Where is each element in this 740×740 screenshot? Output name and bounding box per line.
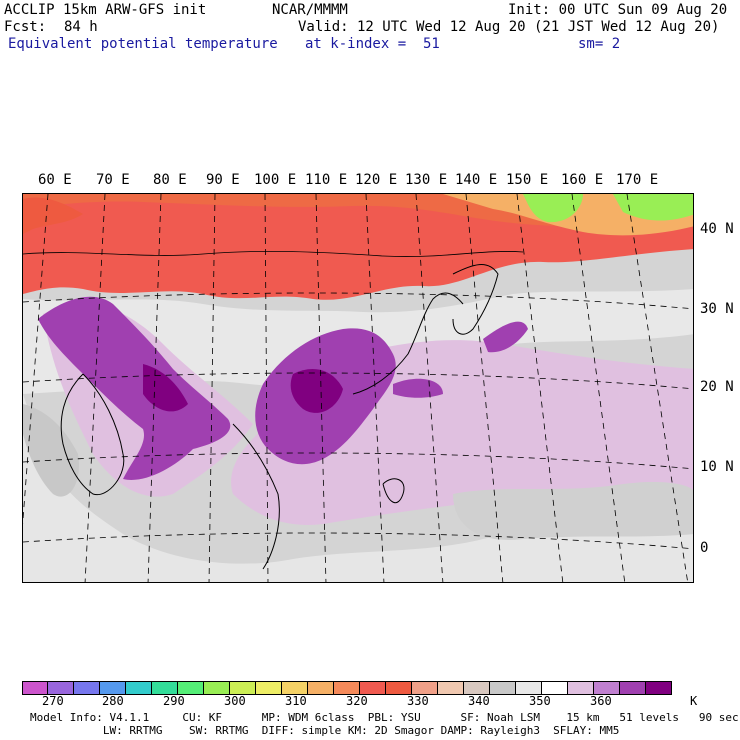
level-label: at k-index = 51 [305,36,440,52]
border-north [23,250,524,257]
coast-japan [452,264,499,335]
colorbar-swatch [412,682,438,694]
colorbar-swatch [490,682,516,694]
lat-label: 0 [700,540,709,556]
colorbar-swatch [230,682,256,694]
fcst-value: 84 h [64,19,98,35]
colorbar-tick: 280 [102,694,124,708]
lat-label: 20 N [700,379,734,395]
lon-label: 170 E [616,172,659,188]
lat-line-10 [23,532,693,550]
valid-time: Valid: 12 UTC Wed 12 Aug 20 (21 JST Wed … [298,19,720,35]
colorbar-swatch [308,682,334,694]
lon-label: 130 E [405,172,448,188]
theta-e-map [23,194,693,582]
colorbar-tick: 270 [42,694,64,708]
colorbar-swatch [126,682,152,694]
gray-patch-2 [453,482,693,540]
high-thetae-japan [483,321,528,353]
lon-label: 100 E [254,172,297,188]
colorbar-swatch [360,682,386,694]
colorbar-swatch [204,682,230,694]
field-name: Equivalent potential temperature [8,36,278,52]
colorbar-swatch [100,682,126,694]
lon-label: 60 E [38,172,72,188]
colorbar-swatch [178,682,204,694]
colorbar-swatch [594,682,620,694]
high-thetae-india [38,296,231,480]
lon-label: 150 E [506,172,549,188]
colorbar-swatch [74,682,100,694]
colorbar-swatch [282,682,308,694]
model-title: ACCLIP 15km ARW-GFS init [4,2,207,18]
colorbar-swatch [438,682,464,694]
colorbar-swatch [48,682,74,694]
footer-line-1: Model Info: V4.1.1 CU: KF MP: WDM 6class… [30,711,739,724]
colorbar-tick: 360 [590,694,612,708]
lat-label: 30 N [700,301,734,317]
fcst-label: Fcst: [4,19,47,35]
colorbar-swatch [542,682,568,694]
colorbar-tick: 330 [407,694,429,708]
colorbar-tick: 320 [346,694,368,708]
colorbar-swatch [386,682,412,694]
colorbar-tick: 290 [163,694,185,708]
colorbar-unit: K [690,694,698,708]
colorbar-swatch [22,682,48,694]
colorbar-swatch [334,682,360,694]
color-bar [22,681,672,695]
lon-label: 120 E [355,172,398,188]
colorbar-swatch [646,682,672,694]
colorbar-tick: 340 [468,694,490,708]
warm-patch-west [23,197,83,234]
graticule [23,194,693,582]
core-china [290,369,343,413]
lon-label: 160 E [561,172,604,188]
coast-india [60,373,125,496]
lat-label: 40 N [700,221,734,237]
lat-line-40 [23,292,693,310]
footer-line-2: LW: RRTMG SW: RRTMG DIFF: simple KM: 2D … [30,724,620,737]
lon-label: 140 E [455,172,498,188]
colorbar-swatch [256,682,282,694]
gray-patch-1 [23,404,79,497]
coast-china [352,292,464,395]
green-patch-1 [523,194,583,223]
lon-label: 90 E [206,172,240,188]
high-thetae-sea [393,378,443,398]
lon-label: 70 E [96,172,130,188]
colorbar-tick: 350 [529,694,551,708]
core-india [143,364,188,412]
colorbar-swatch [620,682,646,694]
lon-label: 110 E [305,172,348,188]
colorbar-swatch [464,682,490,694]
colorbar-swatch [152,682,178,694]
colorbar-tick: 310 [285,694,307,708]
lon-label: 80 E [153,172,187,188]
lat-line-30 [23,372,693,390]
init-time: Init: 00 UTC Sun 09 Aug 20 [508,2,728,18]
colorbar-swatch [516,682,542,694]
coast-philippines [382,478,405,504]
lat-label: 10 N [700,459,734,475]
colorbar-swatch [568,682,594,694]
smoothing-label: sm= 2 [578,36,621,52]
map-panel[interactable] [22,193,694,583]
green-patch-2 [613,194,693,221]
coast-indochina [232,423,280,570]
lat-line-20 [23,452,693,470]
colorbar-tick: 300 [224,694,246,708]
center-label: NCAR/MMMM [272,2,348,18]
